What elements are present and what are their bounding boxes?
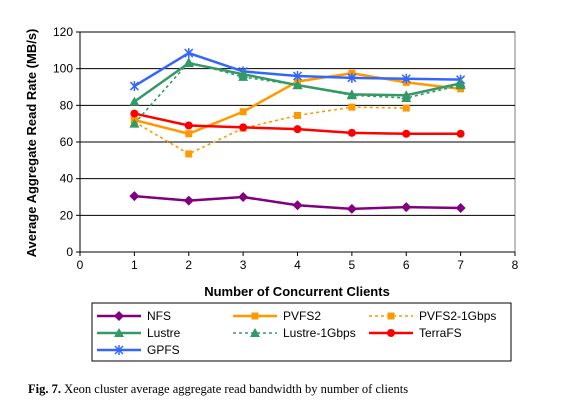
legend-item-6: GPFS	[97, 343, 180, 357]
point-5-6	[456, 129, 465, 138]
legend-label-0: NFS	[147, 309, 171, 323]
legend-label-3: Lustre	[147, 326, 181, 340]
y-tick-label-100: 100	[53, 62, 73, 76]
point-2-3	[294, 111, 301, 119]
legend-label-5: TerraFS	[419, 326, 462, 340]
x-tick-label-7: 7	[457, 258, 464, 272]
legend: NFS PVFS2 PVFS2-1Gbps Lustre Lustre-1Gbps Ter…	[91, 302, 512, 362]
legend-item-2: PVFS2-1Gbps	[369, 309, 496, 323]
point-3-0	[129, 96, 140, 106]
point-0-6	[455, 203, 466, 213]
x-axis-label: Number of Concurrent Clients	[204, 284, 390, 299]
legend-swatch-marker-0	[114, 311, 124, 321]
y-tick-label-120: 120	[53, 25, 73, 39]
series-layer	[129, 48, 466, 214]
series-5	[130, 109, 465, 138]
point-2-5	[402, 104, 410, 112]
tick-labels: 0 20 40 60 80 100 120 0 1 2 3 4 5 6 7 8	[53, 25, 519, 272]
legend-item-3: Lustre	[97, 326, 181, 340]
legend-swatch-marker-3	[114, 328, 124, 337]
y-axis-label: Average Aggregate Read Rate (MB/s)	[24, 29, 39, 258]
point-3-5	[401, 90, 412, 100]
x-tick-label-6: 6	[403, 258, 410, 272]
legend-swatch-marker-5	[387, 329, 395, 337]
x-tick-label-8: 8	[512, 258, 519, 272]
point-3-3	[292, 80, 303, 90]
legend-label-2: PVFS2-1Gbps	[419, 309, 496, 323]
x-tick-label-4: 4	[294, 258, 301, 272]
caption-label: Fig. 7.	[28, 382, 61, 396]
legend-box	[91, 302, 512, 362]
point-5-4	[347, 128, 356, 137]
point-1-1	[185, 130, 193, 138]
y-tick-label-0: 0	[66, 245, 73, 259]
point-4-0	[129, 118, 140, 128]
series-3	[129, 58, 466, 106]
point-0-2	[238, 192, 249, 202]
point-3-1	[183, 58, 194, 68]
legend-label-4: Lustre-1Gbps	[283, 326, 356, 340]
point-0-0	[129, 191, 140, 202]
point-2-4	[348, 103, 356, 111]
point-6-1	[184, 48, 194, 59]
point-5-2	[239, 123, 248, 132]
legend-item-4: Lustre-1Gbps	[233, 326, 356, 340]
line-chart: 0 20 40 60 80 100 120 0 1 2 3 4 5 6 7 8 Number of Concu…	[24, 25, 519, 362]
point-3-6	[455, 78, 466, 88]
y-tick-label-40: 40	[60, 172, 74, 186]
point-2-1	[185, 150, 193, 158]
x-tick-label-2: 2	[185, 258, 192, 272]
x-tick-label-3: 3	[240, 258, 247, 272]
legend-label-6: GPFS	[147, 343, 180, 357]
point-5-5	[402, 129, 411, 138]
y-tick-label-20: 20	[60, 208, 74, 222]
point-6-0	[129, 81, 139, 92]
point-1-2	[239, 108, 247, 116]
legend-swatch-marker-2	[387, 312, 395, 320]
legend-item-1: PVFS2	[233, 309, 321, 323]
legend-label-1: PVFS2	[283, 309, 321, 323]
series-line-2	[133, 106, 407, 155]
x-tick-label-0: 0	[77, 258, 84, 272]
legend-item-0: NFS	[97, 309, 171, 323]
caption-text: Xeon cluster average aggregate read band…	[60, 382, 409, 396]
point-5-3	[293, 125, 302, 134]
series-0	[129, 191, 466, 214]
x-tick-label-5: 5	[349, 258, 356, 272]
point-6-5	[401, 73, 411, 84]
legend-swatch-marker-6	[114, 345, 124, 355]
point-0-1	[183, 195, 194, 206]
x-tick-label-1: 1	[131, 258, 138, 272]
point-6-4	[347, 72, 357, 83]
axes	[76, 31, 516, 256]
point-0-4	[346, 203, 357, 214]
legend-swatch-marker-4	[250, 328, 260, 337]
y-tick-label-80: 80	[60, 98, 74, 112]
point-3-2	[238, 69, 249, 79]
point-3-4	[346, 89, 357, 99]
point-5-0	[130, 109, 139, 118]
legend-item-5: TerraFS	[369, 326, 462, 340]
point-0-5	[401, 202, 412, 213]
y-tick-label-60: 60	[60, 135, 74, 149]
gridlines	[80, 31, 515, 216]
point-5-1	[184, 121, 193, 130]
point-0-3	[292, 200, 303, 211]
point-6-3	[292, 71, 303, 81]
legend-swatch-marker-1	[251, 312, 259, 320]
figure-caption: Fig. 7. Xeon cluster average aggregate r…	[28, 382, 558, 397]
